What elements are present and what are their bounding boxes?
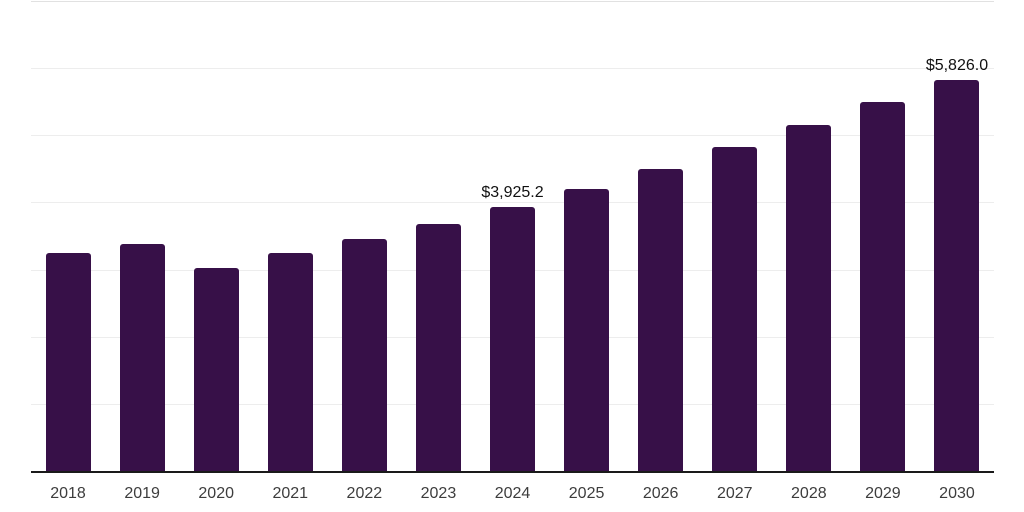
bar-2023 xyxy=(415,223,461,471)
bar-2018 xyxy=(45,253,91,471)
bar-2028 xyxy=(786,125,832,471)
plot-area: $3,925.2 $5,826.0 xyxy=(31,1,994,473)
gridline-6000 xyxy=(31,68,994,70)
x-axis-label-2021: 2021 xyxy=(272,485,309,502)
x-axis-label-2018: 2018 xyxy=(50,485,86,502)
x-axis-label-2029: 2029 xyxy=(865,485,901,502)
bar-2020 xyxy=(193,267,239,471)
bar-value-label-2024: $3,925.2 xyxy=(481,184,544,202)
x-axis-label-2026: 2026 xyxy=(642,485,679,502)
bar-2022 xyxy=(341,239,387,471)
x-axis-label-2025: 2025 xyxy=(568,485,605,502)
x-axis-label-2023: 2023 xyxy=(420,485,457,502)
bar-2025 xyxy=(564,189,610,471)
x-axis-label-2019: 2019 xyxy=(124,485,160,502)
bar-2030 xyxy=(934,79,980,471)
bar-2027 xyxy=(712,147,758,471)
x-axis-label-2027: 2027 xyxy=(716,485,753,502)
x-axis-label-2030: 2030 xyxy=(939,485,975,502)
gridline-7000 xyxy=(31,1,994,2)
gridline-4000 xyxy=(31,202,994,204)
x-axis-label-2020: 2020 xyxy=(198,485,234,502)
bar-2021 xyxy=(267,252,313,471)
bar-2019 xyxy=(119,243,165,471)
x-axis: 2018 2019 2020 2021 2022 2023 2024 2025 2026 2027… xyxy=(31,485,994,503)
bar-value-label-2030: $5,826.0 xyxy=(925,56,989,74)
x-axis-label-2022: 2022 xyxy=(346,485,383,502)
x-axis-label-2028: 2028 xyxy=(791,485,827,502)
bar-2029 xyxy=(860,102,906,471)
bar-2024 xyxy=(490,207,535,471)
gridline-5000 xyxy=(31,135,994,137)
x-axis-label-2024: 2024 xyxy=(494,485,531,502)
bar-2026 xyxy=(638,168,684,471)
